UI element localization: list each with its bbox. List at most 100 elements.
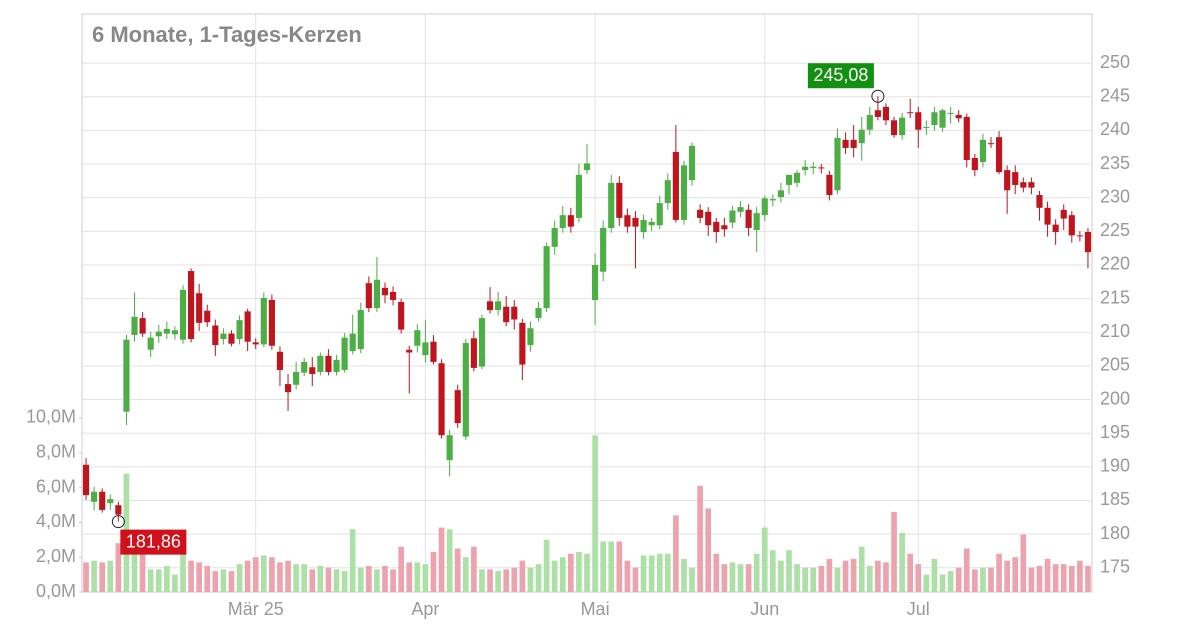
candle-body — [317, 355, 324, 372]
candle-body — [866, 114, 873, 130]
candle-body — [559, 215, 566, 228]
min-label-box — [120, 529, 187, 555]
candle-body — [729, 210, 736, 223]
y2-tick-label: 10,0M — [26, 407, 76, 427]
x-tick-label: Mär 25 — [228, 599, 284, 619]
volume-bar — [761, 527, 768, 592]
candle-body — [519, 322, 526, 365]
candle-body — [802, 166, 809, 171]
candle-body — [1060, 209, 1067, 219]
volume-bar — [430, 551, 437, 592]
volume-bar — [406, 562, 413, 592]
volume-bar — [236, 564, 243, 592]
volume-bar — [495, 571, 501, 592]
candle-body — [1036, 195, 1043, 208]
volume-bar — [584, 553, 590, 592]
candle-body — [147, 337, 154, 350]
volume-bar — [729, 562, 736, 592]
volume-bar — [1077, 560, 1083, 592]
volume-bar — [131, 546, 138, 592]
candle-body — [196, 293, 203, 323]
y2-tick-label: 8,0M — [36, 441, 76, 461]
candle-body — [365, 283, 372, 309]
volume-bar — [180, 553, 186, 592]
candle-body — [406, 349, 413, 353]
candle-body — [640, 219, 647, 233]
volume-bar — [648, 555, 655, 592]
volume-bar — [277, 562, 283, 592]
candle-body — [511, 306, 518, 320]
volume-bar — [147, 569, 154, 592]
candle-body — [276, 351, 284, 370]
candle-body — [171, 330, 178, 335]
candle-body — [341, 337, 348, 370]
candle-body — [987, 143, 995, 145]
volume-bar — [398, 546, 404, 592]
candle-body — [567, 215, 574, 227]
candle-body — [648, 221, 655, 226]
volume-bar — [988, 567, 994, 592]
volume-bar — [778, 560, 784, 592]
volume-bar — [705, 508, 712, 592]
volume-bar — [349, 529, 356, 592]
candle-body — [398, 301, 405, 330]
candle-body — [616, 182, 623, 218]
candle-body — [228, 333, 235, 344]
volume-bar — [551, 560, 558, 592]
volume-bar — [462, 557, 469, 592]
volume-bar — [1012, 557, 1019, 592]
candle-body — [915, 112, 922, 130]
volume-bar — [697, 485, 703, 592]
y-tick-label: 175 — [1100, 557, 1130, 577]
candle-body — [478, 318, 486, 367]
candle-body — [244, 311, 251, 342]
volume-bar — [568, 553, 574, 592]
volume-bar — [786, 550, 792, 592]
candle-body — [737, 207, 744, 212]
candle-body — [592, 264, 599, 300]
volume-bar — [422, 564, 429, 592]
volume-bar — [1004, 560, 1010, 592]
candle-body — [826, 174, 833, 196]
candle-body — [842, 139, 849, 148]
volume-bar — [99, 562, 106, 592]
volume-bar — [487, 569, 493, 592]
volume-bar — [535, 564, 542, 592]
volume-bar — [454, 548, 461, 592]
candle-body — [107, 499, 114, 504]
y2-tick-label: 6,0M — [36, 476, 76, 496]
candle-body — [301, 361, 308, 373]
y-tick-label: 205 — [1100, 355, 1130, 375]
volume-bar — [471, 546, 477, 592]
volume-bar — [479, 569, 485, 592]
volume-bar — [1036, 565, 1043, 592]
volume-bar — [543, 539, 550, 592]
volume-bar — [818, 565, 825, 592]
candle-body — [979, 139, 986, 163]
candle-body — [438, 363, 445, 436]
candle-body — [583, 163, 591, 171]
candle-body — [769, 199, 776, 201]
volume-bar — [963, 548, 970, 592]
volume-bar — [511, 567, 518, 592]
candle-body — [123, 339, 130, 412]
volume-bar — [656, 553, 663, 592]
candle-body — [179, 289, 187, 340]
y2-tick-label: 4,0M — [36, 511, 76, 531]
candle-body — [495, 301, 502, 311]
candle-body — [664, 180, 671, 204]
volume-bar — [858, 546, 865, 592]
candle-body — [850, 139, 857, 148]
candle-body — [818, 167, 825, 169]
volume-bar — [899, 532, 905, 592]
candle-body — [931, 112, 938, 126]
candle-body — [430, 341, 437, 362]
candle-body — [624, 215, 631, 227]
y-tick-label: 240 — [1100, 119, 1130, 139]
candle-body — [414, 330, 421, 346]
volume-bar — [875, 560, 881, 592]
volume-bar — [301, 564, 308, 592]
y-tick-label: 225 — [1100, 220, 1130, 240]
candle-body — [309, 367, 316, 374]
volume-bar — [269, 557, 275, 592]
